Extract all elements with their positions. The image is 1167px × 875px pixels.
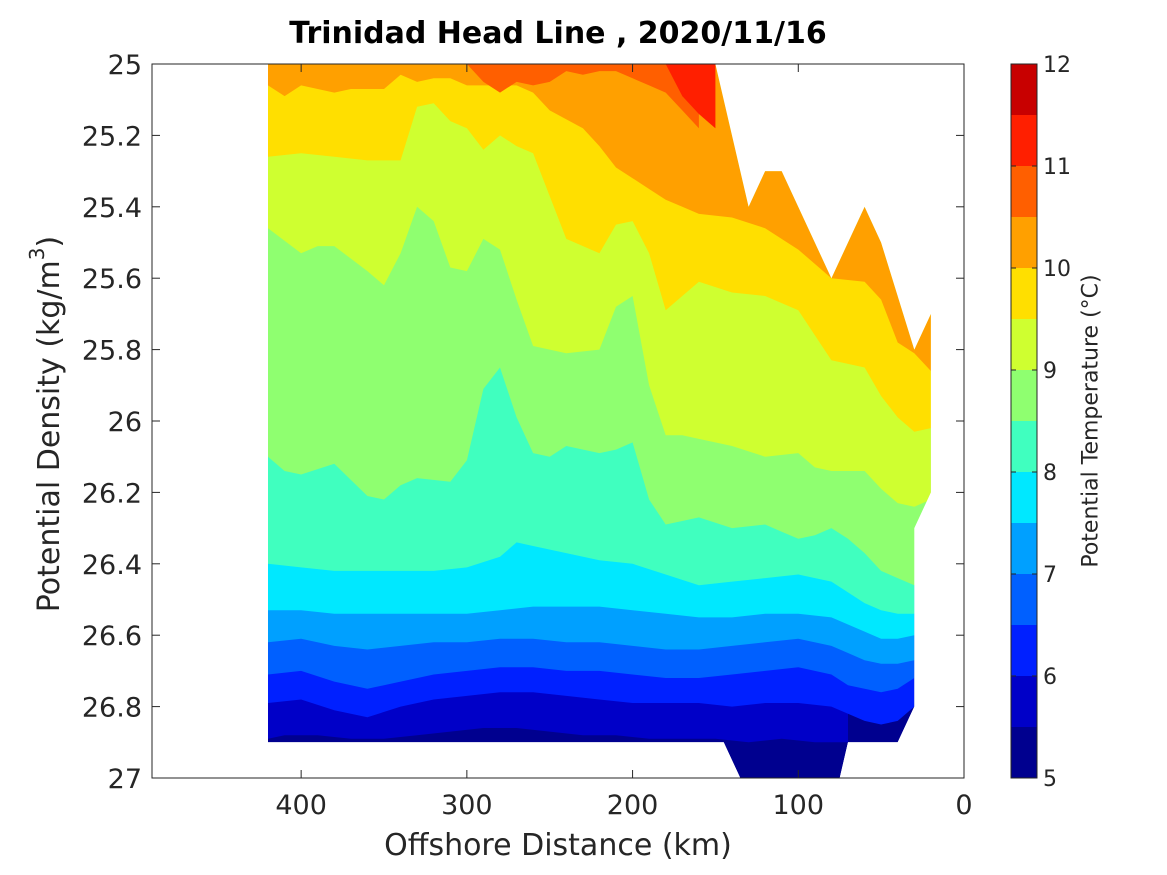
x-tick-label: 300 <box>441 790 493 821</box>
contour-fills <box>152 64 964 778</box>
y-tick-label: 26.2 <box>82 478 142 509</box>
colorbar-swatch <box>1011 727 1037 778</box>
y-tick-label: 26 <box>108 407 142 438</box>
colorbar-ticks: 5 6 7 8 9 10 11 12 <box>1011 53 1071 792</box>
y-axis-ticks: 25 25.2 25.4 25.6 25.8 26 26.2 26.4 26.6 26.8 27 <box>82 50 964 795</box>
colorbar-swatch <box>1011 166 1037 217</box>
colorbar-swatch <box>1011 472 1037 523</box>
colorbar-tick-label: 9 <box>1043 359 1057 384</box>
temperature-band-9.5-10 <box>268 64 931 432</box>
y-axis-label-text: Potential Density (kg/m <box>32 260 67 613</box>
x-tick-label: 0 <box>955 790 972 821</box>
x-axis-label: Offshore Distance (km) <box>384 828 732 863</box>
y-axis-label-superscript: 3 <box>25 247 49 261</box>
chart-title: Trinidad Head Line , 2020/11/16 <box>289 16 827 51</box>
colorbar-tick-label: 7 <box>1043 563 1057 588</box>
colorbar-swatch <box>1011 319 1037 370</box>
x-tick-label: 200 <box>607 790 659 821</box>
colorbar-swatch <box>1011 421 1037 472</box>
no-data-mask <box>152 64 964 778</box>
y-axis-label-close: ) <box>32 235 67 248</box>
colorbar-tick-label: 8 <box>1043 461 1057 486</box>
colorbar-tick-label: 6 <box>1043 665 1057 690</box>
colorbar-swatch <box>1011 64 1037 115</box>
colorbar-swatch <box>1011 268 1037 319</box>
colorbar-swatch <box>1011 115 1037 166</box>
x-tick-label: 100 <box>773 790 825 821</box>
y-tick-label: 25.4 <box>82 193 142 224</box>
y-tick-label: 25 <box>108 50 142 81</box>
colorbar-swatch <box>1011 676 1037 727</box>
x-axis-ticks: 400 300 200 100 0 <box>275 64 973 821</box>
y-tick-label: 25.6 <box>82 264 142 295</box>
colorbar-tick-label: 12 <box>1043 53 1071 78</box>
colorbar-tick-label: 11 <box>1043 155 1071 180</box>
colorbar <box>1010 63 1038 779</box>
y-tick-label: 26.6 <box>82 621 142 652</box>
temperature-band-11-11.5 <box>665 64 716 129</box>
colorbar-swatch <box>1011 523 1037 574</box>
colorbar-label: Potential Temperature (°C) <box>1078 274 1104 568</box>
colorbar-swatch <box>1011 574 1037 625</box>
colorbar-swatch <box>1011 370 1037 421</box>
y-tick-label: 25.8 <box>82 336 142 367</box>
colorbar-swatch <box>1011 625 1037 676</box>
y-tick-label: 27 <box>108 764 142 795</box>
y-tick-label: 26.8 <box>82 693 142 724</box>
colorbar-frame <box>1010 63 1038 779</box>
x-tick-label: 400 <box>275 790 327 821</box>
y-axis-label: Potential Density (kg/m3) <box>25 235 67 613</box>
colorbar-swatch <box>1011 217 1037 268</box>
colorbar-tick-label: 5 <box>1043 767 1057 792</box>
y-tick-label: 25.2 <box>82 121 142 152</box>
colorbar-tick-label: 10 <box>1043 257 1071 282</box>
y-tick-label: 26.4 <box>82 550 142 581</box>
temperature-band-10-10.5 <box>268 64 931 371</box>
temperature-band-10.5-11 <box>466 64 699 129</box>
